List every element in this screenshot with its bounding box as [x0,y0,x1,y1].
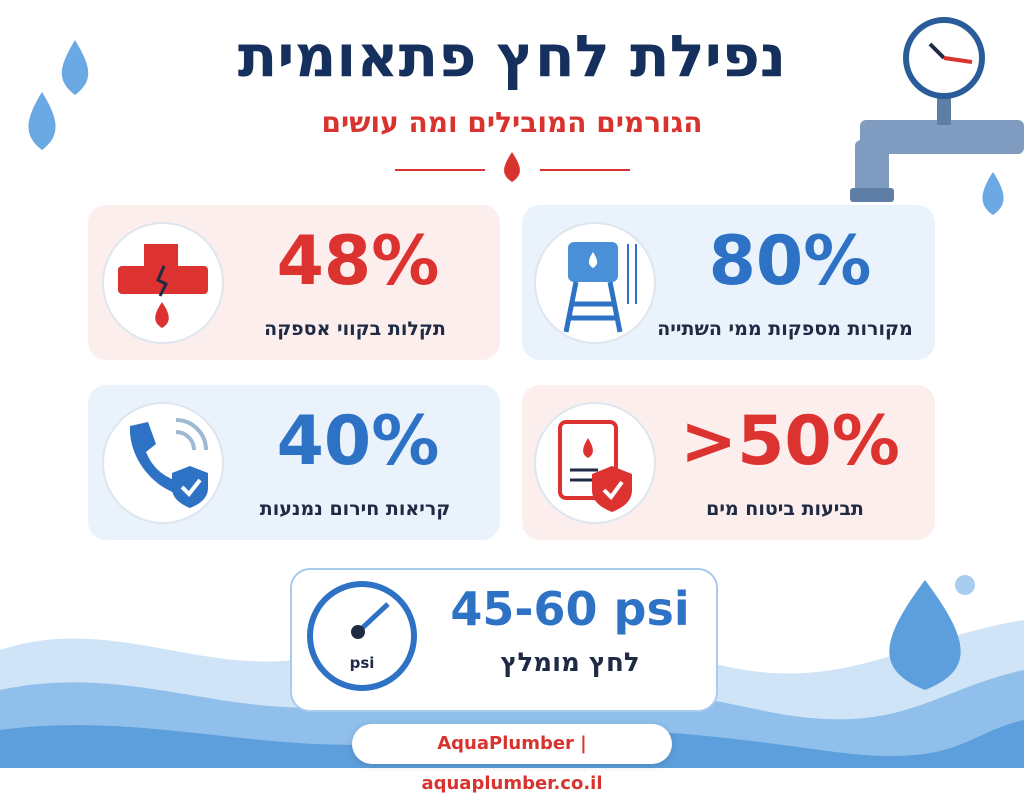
drop [28,92,56,150]
drop [61,40,89,95]
stat-value: 48% [276,222,440,301]
gauge-hub [351,625,365,639]
icon-circle [534,222,656,344]
subtitle: הגורמים המובילים ומה עושים [321,106,703,139]
stat-value: 80% [708,222,872,301]
drop [504,152,520,182]
drop [982,172,1004,215]
icon-circle [102,222,224,344]
bubble [955,575,975,595]
gauge-label: psi [350,654,375,672]
title: נפילת לחץ פתאומית [237,22,787,90]
footer: AquaPlumber | aquaplumber.co.il [352,724,672,794]
pipe [850,17,1024,202]
recommended-value: 45-60 psi [450,582,690,636]
gauge-icon: psi [307,581,417,691]
drop [889,580,961,690]
recommended-label: לחץ מומלץ [500,648,640,678]
stat-value: >50% [680,402,900,481]
stat-value: 40% [276,402,440,481]
icon-circle [534,402,656,524]
stat-label: קריאות חירום נמנעות [259,498,451,520]
page: {"header": {"title": "נפילת לחץ פתאומית"… [0,17,1024,794]
broken-pipe-icon [118,244,208,328]
water-tower-icon [563,242,637,333]
stat-label: מקורות מספקות ממי השתייה [657,318,913,340]
phone-icon [129,418,208,508]
stat-label: תקלות בקווי אספקה [264,318,446,340]
icon-circle [102,402,224,524]
stat-label: תביעות ביטוח מים [706,498,864,520]
insurance-icon [558,420,632,512]
